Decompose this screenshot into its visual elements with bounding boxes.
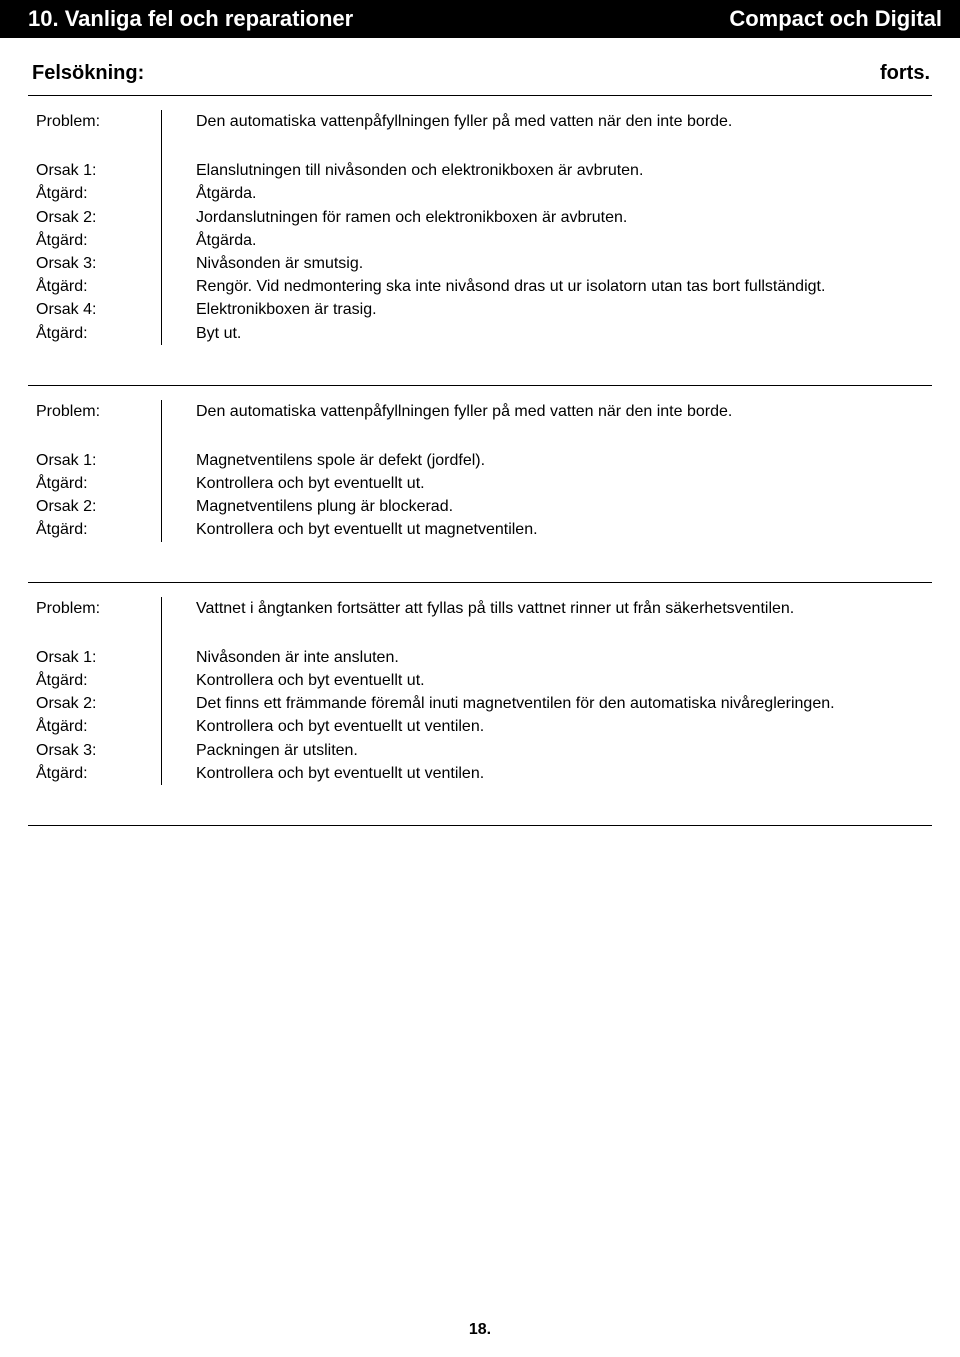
row-text: Kontrollera och byt eventuellt ut ventil…: [196, 715, 932, 738]
problem-label: Problem:: [36, 597, 153, 620]
row-label: Åtgärd:: [36, 322, 153, 345]
header-title-left: 10. Vanliga fel och reparationer: [28, 6, 353, 32]
row-text: Rengör. Vid nedmontering ska inte nivåso…: [196, 275, 932, 298]
spacer: [36, 620, 153, 646]
spacer: [196, 133, 932, 159]
block-labels-column: Problem:Orsak 1:Åtgärd:Orsak 2:Åtgärd:: [28, 400, 162, 542]
header-bar: 10. Vanliga fel och reparationer Compact…: [0, 0, 960, 38]
problem-label: Problem:: [36, 110, 153, 133]
row-label: Orsak 2:: [36, 206, 153, 229]
row-text: Jordanslutningen för ramen och elektroni…: [196, 206, 932, 229]
row-label: Orsak 1:: [36, 159, 153, 182]
row-label: Åtgärd:: [36, 762, 153, 785]
row-text: Elanslutningen till nivåsonden och elekt…: [196, 159, 932, 182]
subheader-cont: forts.: [880, 62, 930, 85]
row-text: Det finns ett främmande föremål inuti ma…: [196, 692, 932, 715]
row-label: Orsak 1:: [36, 449, 153, 472]
row-label: Åtgärd:: [36, 669, 153, 692]
block-labels-column: Problem:Orsak 1:Åtgärd:Orsak 2:Åtgärd:Or…: [28, 597, 162, 785]
row-text: Byt ut.: [196, 322, 932, 345]
problem-text: Den automatiska vattenpåfyllningen fylle…: [196, 400, 932, 423]
spacer: [36, 423, 153, 449]
problem-text: Den automatiska vattenpåfyllningen fylle…: [196, 110, 932, 133]
row-label: Orsak 2:: [36, 495, 153, 518]
troubleshooting-blocks: Problem:Orsak 1:Åtgärd:Orsak 2:Åtgärd:Or…: [28, 96, 932, 826]
block-labels-column: Problem:Orsak 1:Åtgärd:Orsak 2:Åtgärd:Or…: [28, 110, 162, 345]
problem-text: Vattnet i ångtanken fortsätter att fylla…: [196, 597, 932, 620]
row-text: Packningen är utsliten.: [196, 739, 932, 762]
row-text: Kontrollera och byt eventuellt ut.: [196, 669, 932, 692]
header-title-right: Compact och Digital: [729, 6, 942, 32]
spacer: [196, 423, 932, 449]
troubleshooting-block: Problem:Orsak 1:Åtgärd:Orsak 2:Åtgärd:Or…: [28, 583, 932, 826]
row-text: Magnetventilens plung är blockerad.: [196, 495, 932, 518]
problem-label: Problem:: [36, 400, 153, 423]
row-text: Kontrollera och byt eventuellt ut ventil…: [196, 762, 932, 785]
row-text: Åtgärda.: [196, 229, 932, 252]
row-label: Orsak 3:: [36, 252, 153, 275]
row-label: Åtgärd:: [36, 518, 153, 541]
row-label: Åtgärd:: [36, 472, 153, 495]
row-text: Elektronikboxen är trasig.: [196, 298, 932, 321]
row-text: Nivåsonden är inte ansluten.: [196, 646, 932, 669]
row-label: Åtgärd:: [36, 275, 153, 298]
row-text: Kontrollera och byt eventuellt ut magnet…: [196, 518, 932, 541]
row-text: Åtgärda.: [196, 182, 932, 205]
spacer: [196, 620, 932, 646]
row-label: Orsak 3:: [36, 739, 153, 762]
page-number: 18.: [0, 1321, 960, 1339]
block-values-column: Den automatiska vattenpåfyllningen fylle…: [162, 110, 932, 345]
subheader-title: Felsökning:: [32, 62, 144, 85]
spacer: [36, 133, 153, 159]
row-label: Orsak 2:: [36, 692, 153, 715]
row-label: Orsak 4:: [36, 298, 153, 321]
block-values-column: Vattnet i ångtanken fortsätter att fylla…: [162, 597, 932, 785]
row-text: Kontrollera och byt eventuellt ut.: [196, 472, 932, 495]
block-values-column: Den automatiska vattenpåfyllningen fylle…: [162, 400, 932, 542]
row-label: Åtgärd:: [36, 229, 153, 252]
row-text: Nivåsonden är smutsig.: [196, 252, 932, 275]
troubleshooting-block: Problem:Orsak 1:Åtgärd:Orsak 2:Åtgärd:Or…: [28, 96, 932, 386]
row-label: Åtgärd:: [36, 182, 153, 205]
row-label: Åtgärd:: [36, 715, 153, 738]
troubleshooting-block: Problem:Orsak 1:Åtgärd:Orsak 2:Åtgärd:De…: [28, 386, 932, 583]
row-label: Orsak 1:: [36, 646, 153, 669]
content-area: Felsökning: forts. Problem:Orsak 1:Åtgär…: [0, 38, 960, 826]
subheader: Felsökning: forts.: [28, 56, 932, 96]
row-text: Magnetventilens spole är defekt (jordfel…: [196, 449, 932, 472]
